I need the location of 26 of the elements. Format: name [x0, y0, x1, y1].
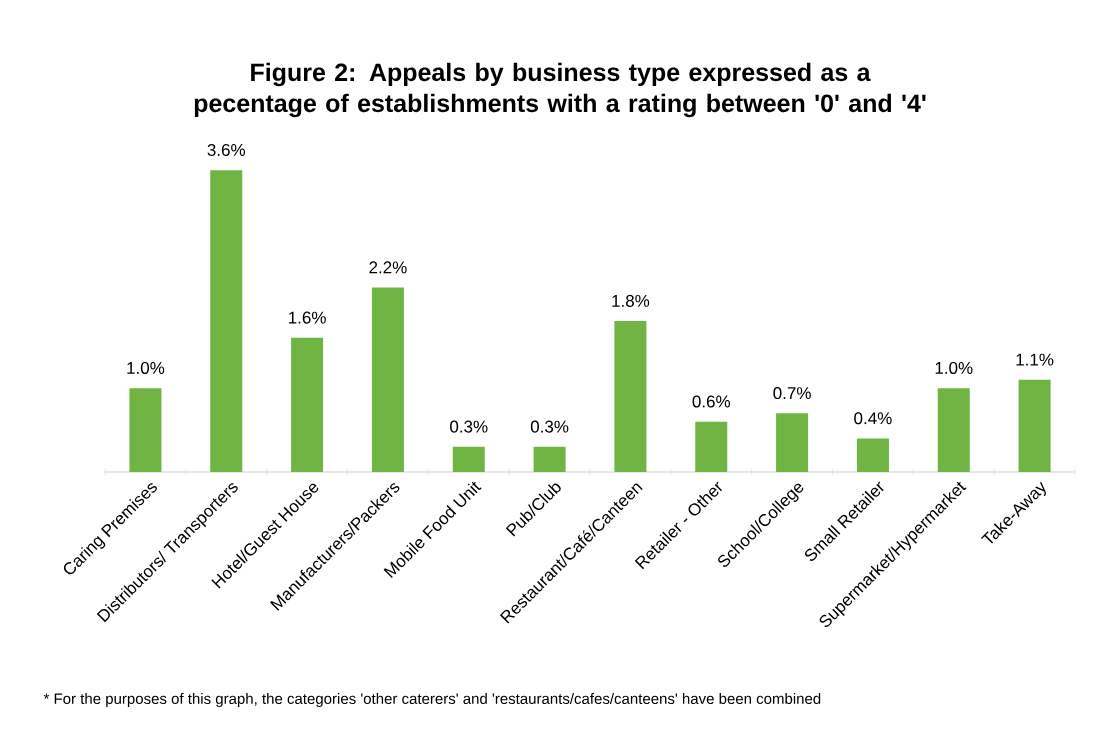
- bar: [614, 321, 647, 472]
- data-label: 3.6%: [207, 143, 246, 156]
- data-label: 1.0%: [127, 361, 165, 374]
- data-label: 1.8%: [612, 294, 650, 307]
- bar: [371, 287, 404, 472]
- data-label: 0.4%: [854, 412, 892, 425]
- bar: [452, 446, 485, 472]
- bar: [856, 438, 889, 472]
- bar: [776, 413, 809, 472]
- bar: [291, 337, 324, 472]
- data-label: 0.6%: [692, 395, 731, 408]
- bar: [695, 421, 728, 472]
- data-label: 2.2%: [369, 261, 407, 274]
- data-label: 1.0%: [935, 361, 973, 374]
- data-label: 1.1%: [1016, 353, 1054, 366]
- data-label: 0.7%: [773, 387, 811, 400]
- data-label: 0.3%: [530, 420, 569, 433]
- data-label: 0.3%: [450, 420, 488, 433]
- bar: [210, 170, 243, 472]
- text: * For the purposes of this graph, the categories 'other caterers' and 'restaurants/cafes/canteens' have been combined: [43, 692, 821, 707]
- bar: [1018, 379, 1051, 472]
- chart-title: Figure 2: Appeals by business type expressed as a pecentage of establishments with a rating between '0' and '4': [194, 62, 926, 118]
- bar: [937, 388, 970, 472]
- data-label: 1.6%: [289, 311, 326, 324]
- bar: [533, 446, 566, 472]
- bar: [129, 388, 162, 472]
